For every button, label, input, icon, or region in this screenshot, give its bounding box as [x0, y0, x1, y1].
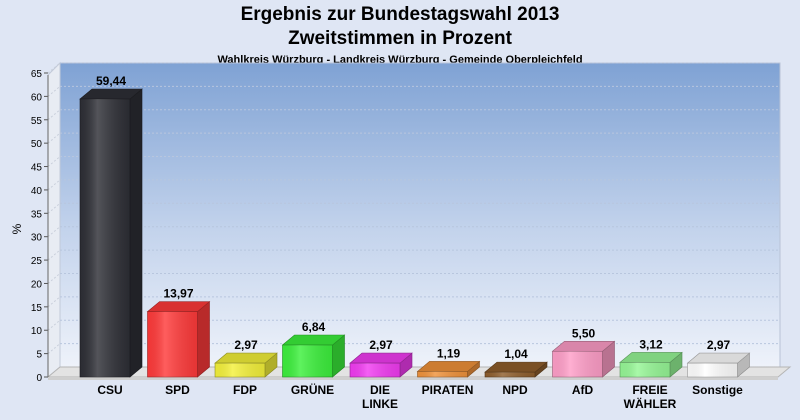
- bar-side: [129, 88, 143, 378]
- gridline-side: [47, 249, 61, 261]
- gridline-side: [47, 132, 61, 144]
- bar: [146, 301, 211, 378]
- chart-title-line2: Zweitstimmen in Prozent: [288, 28, 512, 49]
- gridline-side: [47, 202, 61, 214]
- bar: [281, 334, 346, 378]
- data-label: 13,97: [163, 287, 193, 301]
- y-tick-label: 10: [31, 326, 43, 337]
- gridline-side: [47, 343, 61, 354]
- y-axis-label: %: [10, 223, 24, 234]
- bar-shine: [80, 99, 130, 377]
- x-tick-label: FREIE WÄHLER: [624, 383, 677, 411]
- x-tick-label: CSU: [97, 383, 122, 397]
- bar-shine: [687, 363, 738, 377]
- chart-title: Ergebnis zur Bundestagswahl 2013: [240, 4, 560, 25]
- y-tick-label: 15: [31, 303, 43, 314]
- y-tick-label: 25: [31, 256, 43, 267]
- bar-shine: [147, 311, 198, 377]
- bar: [551, 340, 616, 378]
- x-tick-label: DIE LINKE: [362, 383, 398, 411]
- gridline-side: [47, 109, 61, 121]
- x-tick-label: GRÜNE: [291, 382, 334, 397]
- gridline-side: [47, 319, 61, 331]
- bar: [79, 88, 143, 378]
- y-tick-label: 30: [31, 233, 43, 244]
- data-label: 3,12: [639, 337, 663, 351]
- bar: [686, 352, 751, 378]
- x-tick-label: SPD: [165, 383, 190, 397]
- bar-shine: [215, 363, 265, 377]
- bar-side: [197, 301, 210, 378]
- bar-shine: [350, 363, 400, 377]
- y-tick-label: 55: [31, 116, 43, 127]
- bar: [619, 351, 683, 378]
- bar: [416, 360, 481, 378]
- data-label: 1,19: [437, 346, 461, 360]
- x-tick-label: NPD: [502, 383, 528, 397]
- gridline-side: [47, 296, 61, 308]
- plot-side-wall: [47, 61, 61, 379]
- bar-shine: [620, 362, 670, 377]
- bar-shine: [552, 351, 603, 377]
- bar: [214, 352, 278, 378]
- data-label: 2,97: [707, 338, 731, 352]
- gridline-side: [47, 179, 61, 191]
- gridline-side: [47, 62, 61, 74]
- y-tick-label: 35: [31, 209, 43, 220]
- gridline-side: [47, 273, 61, 284]
- x-tick-label: AfD: [572, 383, 594, 397]
- y-tick-label: 20: [31, 279, 43, 290]
- y-tick-label: 60: [31, 92, 43, 103]
- bar-shine: [485, 372, 535, 377]
- bar: [484, 361, 548, 378]
- data-label: 5,50: [572, 326, 596, 340]
- y-tick-label: 45: [31, 163, 43, 174]
- gridline-side: [47, 226, 61, 238]
- plot-floor-edge: [48, 377, 778, 380]
- x-tick-label: PIRATEN: [422, 383, 474, 397]
- data-label: 59,44: [96, 74, 126, 88]
- gridline-side: [47, 156, 61, 167]
- data-label: 2,97: [234, 338, 258, 352]
- data-label: 2,97: [369, 338, 393, 352]
- x-tick-label: FDP: [233, 383, 257, 397]
- gridline-side: [47, 86, 61, 97]
- bar-shine: [417, 371, 468, 377]
- data-label: 1,04: [504, 347, 528, 361]
- y-tick-label: 65: [31, 69, 43, 80]
- y-tick-label: 0: [36, 373, 42, 384]
- y-tick-label: 40: [31, 186, 43, 197]
- bar-shine: [282, 345, 333, 377]
- x-tick-label: Sonstige: [692, 383, 743, 397]
- bar: [349, 352, 413, 378]
- y-tick-label: 50: [31, 139, 43, 150]
- y-tick-label: 5: [36, 350, 42, 361]
- data-label: 6,84: [302, 320, 326, 334]
